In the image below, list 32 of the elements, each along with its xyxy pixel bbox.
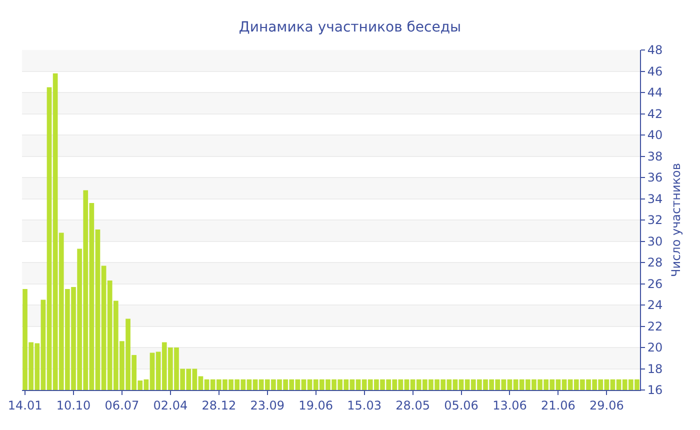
chart-title: Динамика участников беседы (238, 19, 462, 36)
x-tick-label: 23.09 (250, 398, 285, 412)
y-tick-label: 34 (647, 192, 663, 206)
x-tick-label: 14.01 (8, 398, 42, 412)
x-tick-label: 29.06 (590, 398, 624, 412)
x-tick-label: 19.06 (298, 398, 334, 412)
x-tick-label: 15.03 (347, 398, 382, 412)
x-tick-label: 06.07 (104, 398, 140, 412)
x-tick-label: 28.05 (396, 398, 430, 412)
y-tick-label: 28 (647, 256, 663, 270)
y-tick-label: 22 (647, 319, 663, 334)
y-tick-label: 40 (647, 128, 663, 142)
y-tick-label: 32 (647, 213, 663, 228)
y-tick-label: 18 (647, 362, 663, 376)
y-tick-label: 16 (647, 383, 663, 398)
y-tick-label: 20 (647, 340, 663, 355)
y-tick-label: 24 (647, 298, 663, 312)
x-tick-label: 13.06 (492, 398, 527, 412)
x-tick-label: 05.06 (444, 398, 478, 412)
y-tick-label: 36 (647, 170, 663, 185)
y-tick-label: 46 (647, 64, 663, 78)
y-tick-label: 26 (647, 276, 663, 291)
x-tick-label: 28.12 (202, 398, 236, 412)
y-axis-title: Число участников (669, 163, 683, 277)
y-tick-label: 38 (647, 149, 663, 164)
y-tick-label: 42 (647, 106, 663, 121)
y-tick-label: 44 (647, 86, 663, 100)
y-tick-label: 30 (647, 234, 663, 248)
x-tick-label: 10.10 (56, 398, 91, 412)
x-tick-label: 21.06 (541, 398, 576, 412)
x-tick-label: 02.04 (153, 398, 188, 412)
y-tick-label: 48 (647, 43, 663, 58)
